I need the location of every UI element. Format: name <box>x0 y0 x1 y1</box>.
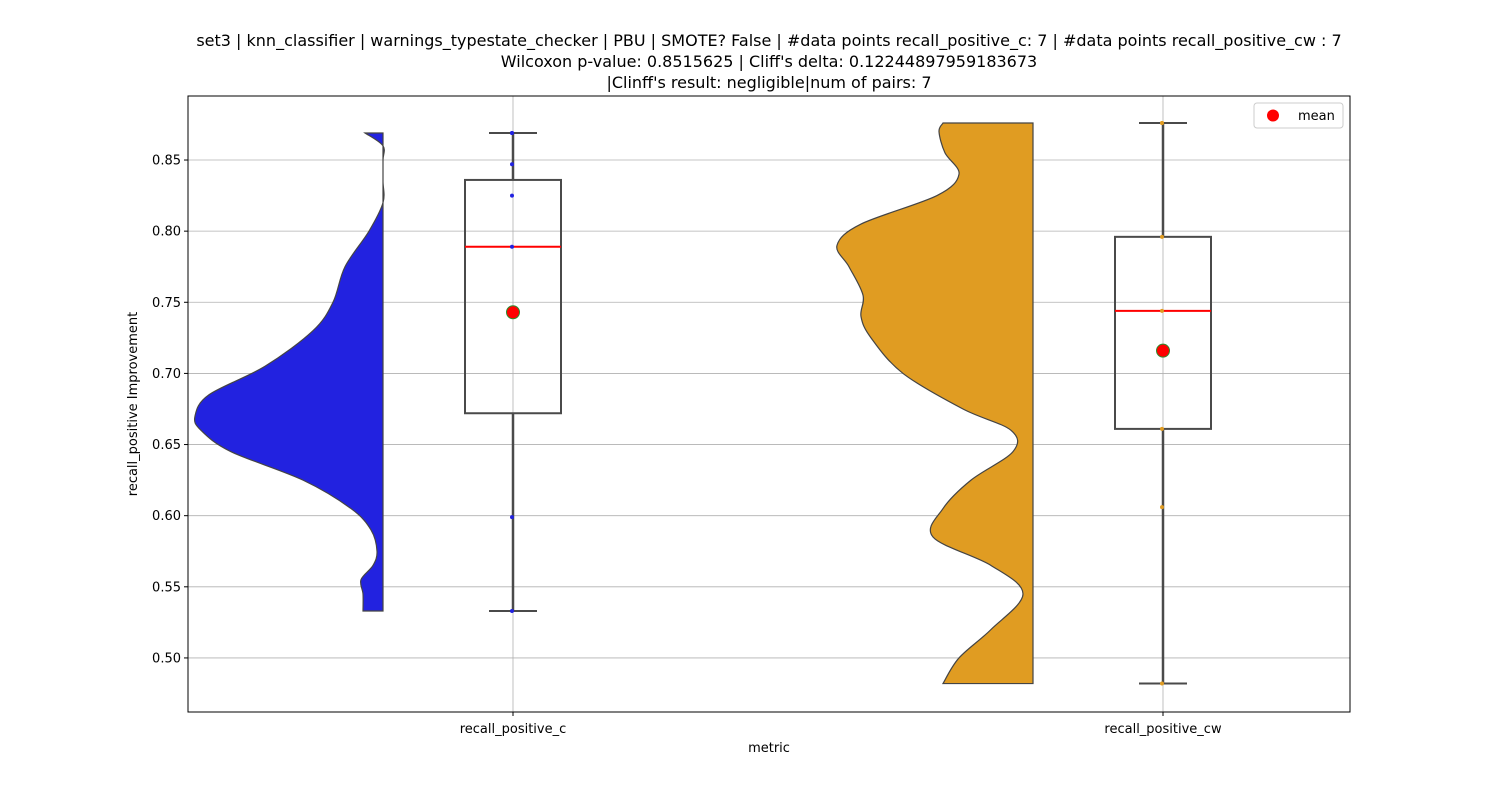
chart-title-line-3: |Clinff's result: negligible|num of pair… <box>606 73 931 92</box>
y-tick-label: 0.65 <box>152 438 181 453</box>
plot-frame <box>187 95 1351 713</box>
chart-title-line-1: set3 | knn_classifier | warnings_typesta… <box>196 31 1341 51</box>
violin-recall_positive_c <box>193 132 385 612</box>
legend-mean-marker <box>1267 109 1279 122</box>
data-point <box>510 608 514 613</box>
mean-marker <box>1156 343 1170 358</box>
legend: mean <box>1253 102 1344 129</box>
y-tick-label: 0.75 <box>152 296 181 311</box>
y-tick-label: 0.80 <box>152 225 181 240</box>
box-recall_positive_c <box>464 178 562 415</box>
data-point <box>1160 681 1164 686</box>
data-point <box>1160 308 1164 313</box>
violins <box>193 122 1034 685</box>
mean-marker <box>506 305 520 320</box>
data-point <box>510 193 514 198</box>
y-axis-label: recall_positive Improvement <box>126 312 141 496</box>
chart-title-line-2: Wilcoxon p-value: 0.8515625 | Cliff's de… <box>501 52 1037 71</box>
box-recall_positive_cw <box>1114 235 1212 430</box>
data-point <box>510 162 514 167</box>
x-tick-label: recall_positive_c <box>460 722 567 737</box>
x-axis-label: metric <box>748 741 790 756</box>
data-point <box>1160 426 1164 431</box>
legend-frame <box>1253 102 1344 129</box>
x-tick-label: recall_positive_cw <box>1104 722 1222 737</box>
violin-recall_positive_cw <box>836 122 1034 685</box>
y-axis-ticks: 0.50 0.55 0.60 0.65 0.70 0.75 0.80 0.85 <box>152 154 188 666</box>
data-point <box>1160 121 1164 126</box>
boxplots <box>464 121 1212 686</box>
data-point <box>1160 505 1164 510</box>
legend-mean-label: mean <box>1298 109 1335 124</box>
y-tick-label: 0.60 <box>152 509 181 524</box>
data-point <box>510 515 514 520</box>
y-tick-label: 0.55 <box>152 580 181 595</box>
y-tick-label: 0.85 <box>152 154 181 169</box>
data-point <box>1160 234 1164 239</box>
y-tick-label: 0.50 <box>152 651 181 666</box>
data-point <box>510 130 514 135</box>
data-point <box>510 244 514 249</box>
y-tick-label: 0.70 <box>152 367 181 382</box>
x-axis-ticks: recall_positive_c recall_positive_cw <box>460 712 1222 737</box>
